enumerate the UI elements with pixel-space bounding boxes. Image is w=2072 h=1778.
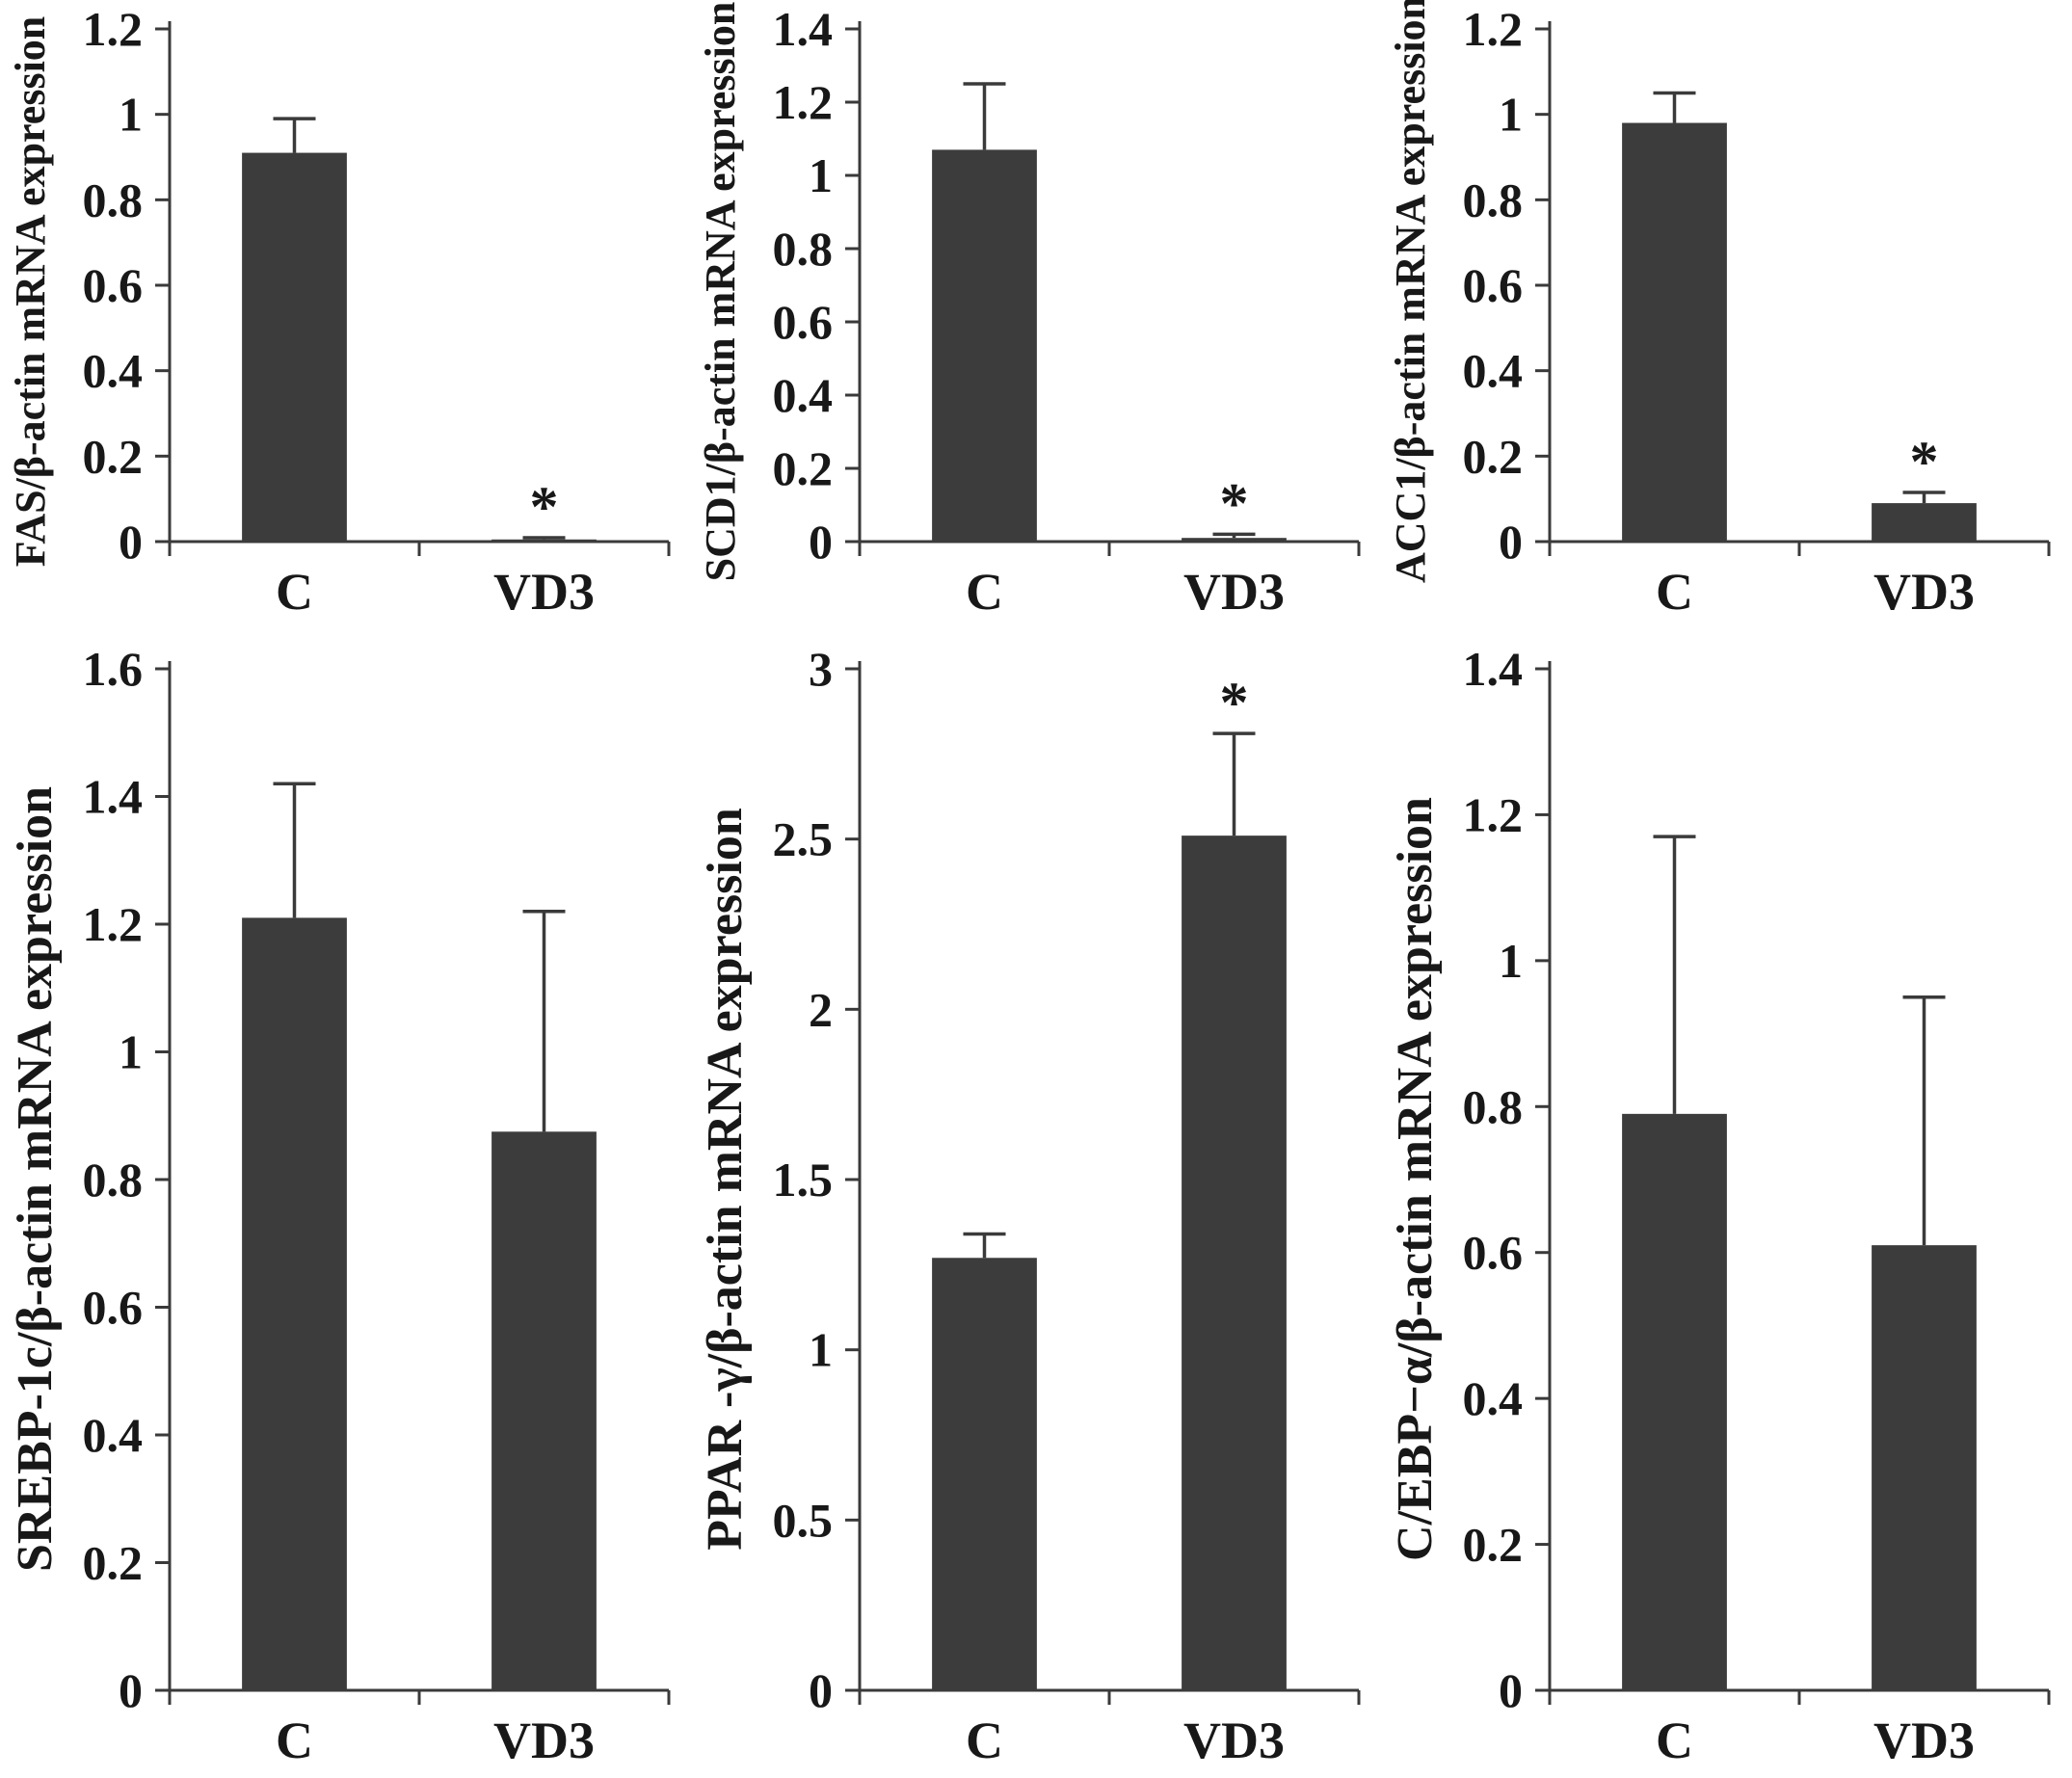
y-tick-label: 1.4: [773, 2, 834, 56]
y-tick-label: 0.5: [773, 1493, 834, 1547]
y-tick-label: 1: [119, 1025, 143, 1079]
bar-VD3: [1872, 503, 1977, 542]
y-tick-label: 1.2: [83, 897, 144, 951]
x-category-label: VD3: [1183, 1712, 1285, 1769]
y-tick-label: 0: [809, 1663, 833, 1717]
chart-panel-scd1: SCD1/β-actin mRNA expression 0 0.2 0.4 0.6 0…: [690, 0, 1380, 623]
y-tick-label: 0.6: [1463, 1226, 1524, 1280]
significance-marker: *: [1220, 671, 1249, 734]
y-tick-label: 0.8: [83, 172, 144, 226]
x-category-label: C: [966, 563, 1003, 621]
bar-VD3: [491, 1131, 597, 1690]
y-tick-label: 1.2: [1463, 787, 1524, 841]
bar-chart-svg: 0 0.2 0.4 0.6 0.8 1 1.2 1.4 C * VD3: [773, 2, 1361, 621]
bar-chart-svg: 0 0.2 0.4 0.6 0.8 1 1.2 C * VD3: [83, 2, 671, 621]
y-tick-label: 0.8: [1463, 172, 1524, 226]
x-category-label: VD3: [1873, 1712, 1975, 1769]
bar-VD3: [1182, 538, 1287, 542]
y-axis-label-scd1: SCD1/β-actin mRNA expression: [697, 1, 744, 582]
y-axis-label-fas: FAS/β-actin mRNA expression: [7, 15, 54, 568]
y-tick-label: 0: [1499, 515, 1523, 569]
y-tick-label: 0.4: [83, 344, 144, 398]
y-axis-label-srebp1c: SREBP-1c/β-actin mRNA expression: [8, 785, 63, 1573]
x-category-label: C: [1656, 563, 1693, 621]
y-tick-label: 0.6: [83, 1281, 144, 1335]
bar-chart-svg: 0 0.2 0.4 0.6 0.8 1 1.2 1.4 C VD3: [1463, 642, 2051, 1769]
bar-C: [242, 917, 347, 1690]
y-tick-label: 0.2: [83, 1536, 144, 1590]
y-tick-label: 0.4: [1463, 344, 1524, 398]
y-tick-label: 0.4: [1463, 1371, 1524, 1425]
x-category-label: C: [276, 563, 313, 621]
y-tick-label: 3: [809, 642, 833, 696]
y-tick-label: 0.8: [1463, 1079, 1524, 1133]
y-tick-label: 0.4: [83, 1408, 144, 1462]
y-tick-label: 0: [1499, 1663, 1523, 1717]
bar-chart-svg: 0 0.2 0.4 0.6 0.8 1 1.2 1.4 1.6 C VD3: [83, 642, 671, 1769]
y-tick-label: 1.2: [1463, 2, 1524, 56]
significance-marker: *: [1220, 471, 1249, 535]
y-tick-label: 0.2: [1463, 429, 1524, 483]
chart-panel-fas: FAS/β-actin mRNA expression 0 0.2 0.4 0.6 0.…: [0, 0, 690, 623]
y-axis-label-ppar-gamma: PPAR -γ/β-actin mRNA expression: [698, 808, 753, 1551]
bar-C: [932, 149, 1037, 542]
y-tick-label: 1: [1499, 934, 1523, 988]
y-tick-label: 1.4: [1463, 642, 1524, 696]
chart-panel-srebp1c: SREBP-1c/β-actin mRNA expression 0 0.2 0.4…: [0, 623, 690, 1778]
chart-panel-cebp-alpha: C/EBP−α/β-actin mRNA expression 0 0.2 0.4 0…: [1380, 623, 2070, 1778]
significance-marker: *: [1910, 430, 1939, 493]
y-axis-label-acc1: ACC1/β-actin mRNA expression: [1387, 0, 1434, 583]
y-tick-label: 0: [119, 515, 143, 569]
y-tick-label: 1.5: [773, 1153, 834, 1207]
y-tick-label: 1: [1499, 88, 1523, 142]
bar-VD3: [1872, 1245, 1977, 1690]
y-tick-label: 1.4: [83, 770, 144, 824]
y-tick-label: 1: [809, 148, 833, 202]
bar-chart-svg: 0 0.2 0.4 0.6 0.8 1 1.2 C * VD3: [1463, 2, 2051, 621]
bar-VD3: [1182, 836, 1287, 1690]
y-tick-label: 1: [809, 1323, 833, 1377]
y-tick-label: 2.5: [773, 812, 834, 866]
x-category-label: C: [966, 1712, 1003, 1769]
y-tick-label: 0.6: [1463, 258, 1524, 312]
y-tick-label: 1.2: [83, 2, 144, 56]
y-tick-label: 1: [119, 88, 143, 142]
y-tick-label: 0.6: [773, 295, 834, 349]
bar-chart-svg: 0 0.5 1 1.5 2 2.5 3 C * VD3: [773, 642, 1361, 1769]
significance-marker: *: [530, 475, 559, 539]
y-tick-label: 0.8: [83, 1153, 144, 1207]
y-tick-label: 2: [809, 982, 833, 1036]
chart-panel-acc1: ACC1/β-actin mRNA expression 0 0.2 0.4 0.6 0…: [1380, 0, 2070, 623]
x-category-label: VD3: [1183, 563, 1285, 621]
y-tick-label: 1.6: [83, 642, 144, 696]
x-category-label: VD3: [1873, 563, 1975, 621]
bar-VD3: [491, 539, 597, 542]
y-tick-label: 1.2: [773, 75, 834, 129]
bar-C: [1622, 1113, 1727, 1690]
y-axis-label-cebp-alpha: C/EBP−α/β-actin mRNA expression: [1388, 797, 1443, 1561]
y-tick-label: 0: [119, 1663, 143, 1717]
bar-C: [932, 1258, 1037, 1690]
y-tick-label: 0.2: [1463, 1518, 1524, 1572]
bar-C: [242, 152, 347, 543]
y-tick-label: 0.2: [83, 429, 144, 483]
x-category-label: VD3: [493, 563, 595, 621]
x-category-label: VD3: [493, 1712, 595, 1769]
y-tick-label: 0.6: [83, 258, 144, 312]
x-category-label: C: [1656, 1712, 1693, 1769]
y-tick-label: 0.2: [773, 441, 834, 495]
y-tick-label: 0: [809, 515, 833, 569]
bar-C: [1622, 122, 1727, 543]
x-category-label: C: [276, 1712, 313, 1769]
chart-panel-ppar-gamma: PPAR -γ/β-actin mRNA expression 0 0.5 1 1.5…: [690, 623, 1380, 1778]
y-tick-label: 0.8: [773, 222, 834, 276]
y-tick-label: 0.4: [773, 368, 834, 422]
